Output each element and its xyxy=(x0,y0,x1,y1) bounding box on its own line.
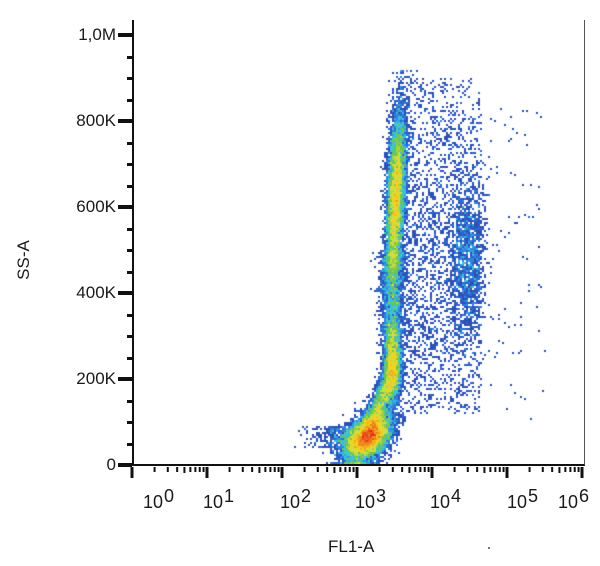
y-minor-tick xyxy=(127,163,132,166)
y-minor-tick xyxy=(127,335,132,338)
x-tick-label: 102 xyxy=(280,486,312,512)
y-major-tick xyxy=(118,463,132,467)
y-tick-label: 800K xyxy=(76,111,116,130)
y-axis-title: SS-A xyxy=(14,240,33,280)
y-tick-label: 600K xyxy=(76,197,116,216)
y-minor-tick xyxy=(127,77,132,80)
y-minor-tick xyxy=(127,141,132,145)
y-tick-label: 1,0M xyxy=(78,25,116,44)
y-minor-tick xyxy=(127,249,132,252)
y-minor-tick xyxy=(127,421,132,424)
y-minor-tick xyxy=(127,442,132,446)
y-tick-label: 0 xyxy=(106,455,116,474)
y-minor-tick xyxy=(127,98,132,102)
y-major-tick xyxy=(118,205,132,209)
y-minor-tick xyxy=(127,270,132,274)
y-minor-tick xyxy=(127,356,132,360)
density-scatter xyxy=(134,20,584,464)
y-minor-tick xyxy=(127,184,132,188)
y-tick-label: 400K xyxy=(76,283,116,302)
x-tick-label: 106 xyxy=(558,486,590,512)
x-tick-label: 103 xyxy=(355,486,387,512)
y-minor-tick xyxy=(127,227,132,231)
y-major-tick xyxy=(118,33,132,37)
y-tick-label: 200K xyxy=(76,369,116,388)
y-major-tick xyxy=(118,119,132,123)
y-major-tick xyxy=(118,291,132,295)
y-major-tick xyxy=(118,377,132,381)
x-tick-label: 105 xyxy=(507,486,539,512)
y-minor-tick xyxy=(127,399,132,403)
plot-area xyxy=(132,20,585,466)
x-tick-label: 100 xyxy=(143,486,175,512)
stray-mark xyxy=(488,547,490,549)
x-tick-label: 104 xyxy=(430,486,462,512)
x-axis-title: FL1-A xyxy=(328,537,375,556)
x-tick-label: 101 xyxy=(203,486,235,512)
y-minor-tick xyxy=(127,55,132,59)
y-minor-tick xyxy=(127,313,132,317)
